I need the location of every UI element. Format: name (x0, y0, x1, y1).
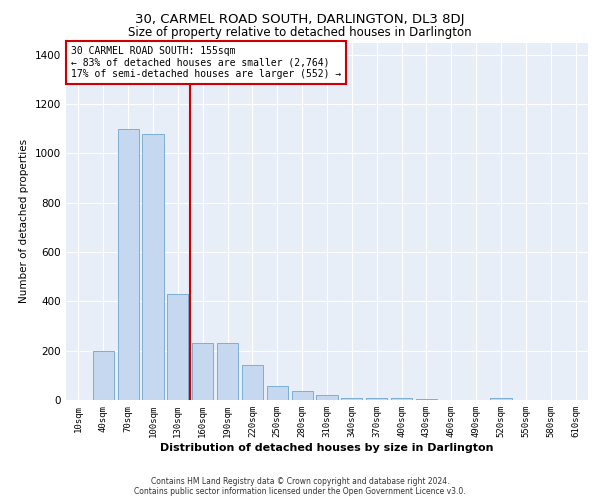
Bar (93, 350, 114, 400)
Bar (142, 134, 164, 400)
X-axis label: Distribution of detached houses by size in Darlington: Distribution of detached houses by size … (160, 442, 494, 452)
Text: 30 CARMEL ROAD SOUTH: 155sqm
← 83% of detached houses are smaller (2,764)
17% of: 30 CARMEL ROAD SOUTH: 155sqm ← 83% of de… (71, 46, 341, 80)
Bar (167, 294, 188, 400)
Bar (490, 398, 512, 400)
Bar (366, 398, 387, 400)
Text: 30, CARMEL ROAD SOUTH, DARLINGTON, DL3 8DJ: 30, CARMEL ROAD SOUTH, DARLINGTON, DL3 8… (135, 12, 465, 26)
Bar (217, 344, 238, 400)
Text: Size of property relative to detached houses in Darlington: Size of property relative to detached ho… (128, 26, 472, 39)
Text: Contains HM Land Registry data © Crown copyright and database right 2024.
Contai: Contains HM Land Registry data © Crown c… (134, 476, 466, 496)
Bar (192, 344, 213, 400)
Bar (391, 398, 412, 400)
Bar (118, 129, 139, 400)
Bar (341, 398, 362, 400)
Y-axis label: Number of detached properties: Number of detached properties (19, 139, 29, 304)
Bar (292, 392, 313, 400)
Bar (242, 366, 263, 400)
Bar (416, 399, 437, 400)
Bar (316, 395, 338, 400)
Bar (267, 386, 288, 400)
